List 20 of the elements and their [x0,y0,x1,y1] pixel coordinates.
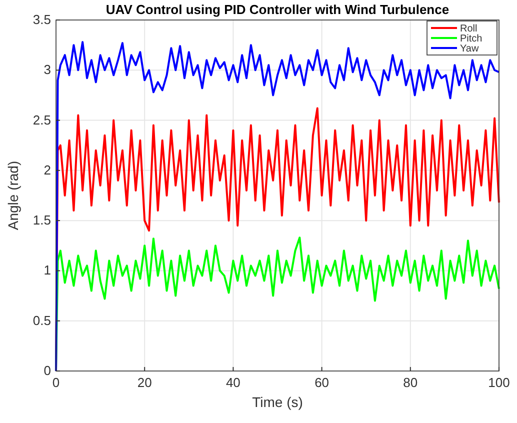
legend-label: Yaw [460,44,480,54]
y-tick-label: 3 [44,62,51,78]
y-tick-label: 0.5 [32,312,51,328]
x-tick-label: 40 [226,375,240,390]
y-tick-label: 2.5 [32,112,51,128]
x-tick-label: 80 [403,375,418,390]
x-tick-label: 20 [137,375,152,390]
x-axis-title: Time (s) [252,394,303,410]
legend-label: Pitch [460,34,482,44]
x-tick-label: 100 [488,375,510,390]
y-tick-label: 1 [44,262,51,278]
y-tick-label: 1.5 [32,212,51,228]
y-tick-label: 2 [44,162,51,178]
y-tick-label: 0 [44,363,51,378]
legend-label: Roll [460,24,478,34]
y-tick-label: 3.5 [32,12,51,27]
x-tick-label: 60 [314,375,330,390]
chart-title: UAV Control using PID Controller with Wind Turbulence [106,2,450,17]
line-series [55,41,500,372]
y-axis-title: Angle (rad) [5,160,21,230]
